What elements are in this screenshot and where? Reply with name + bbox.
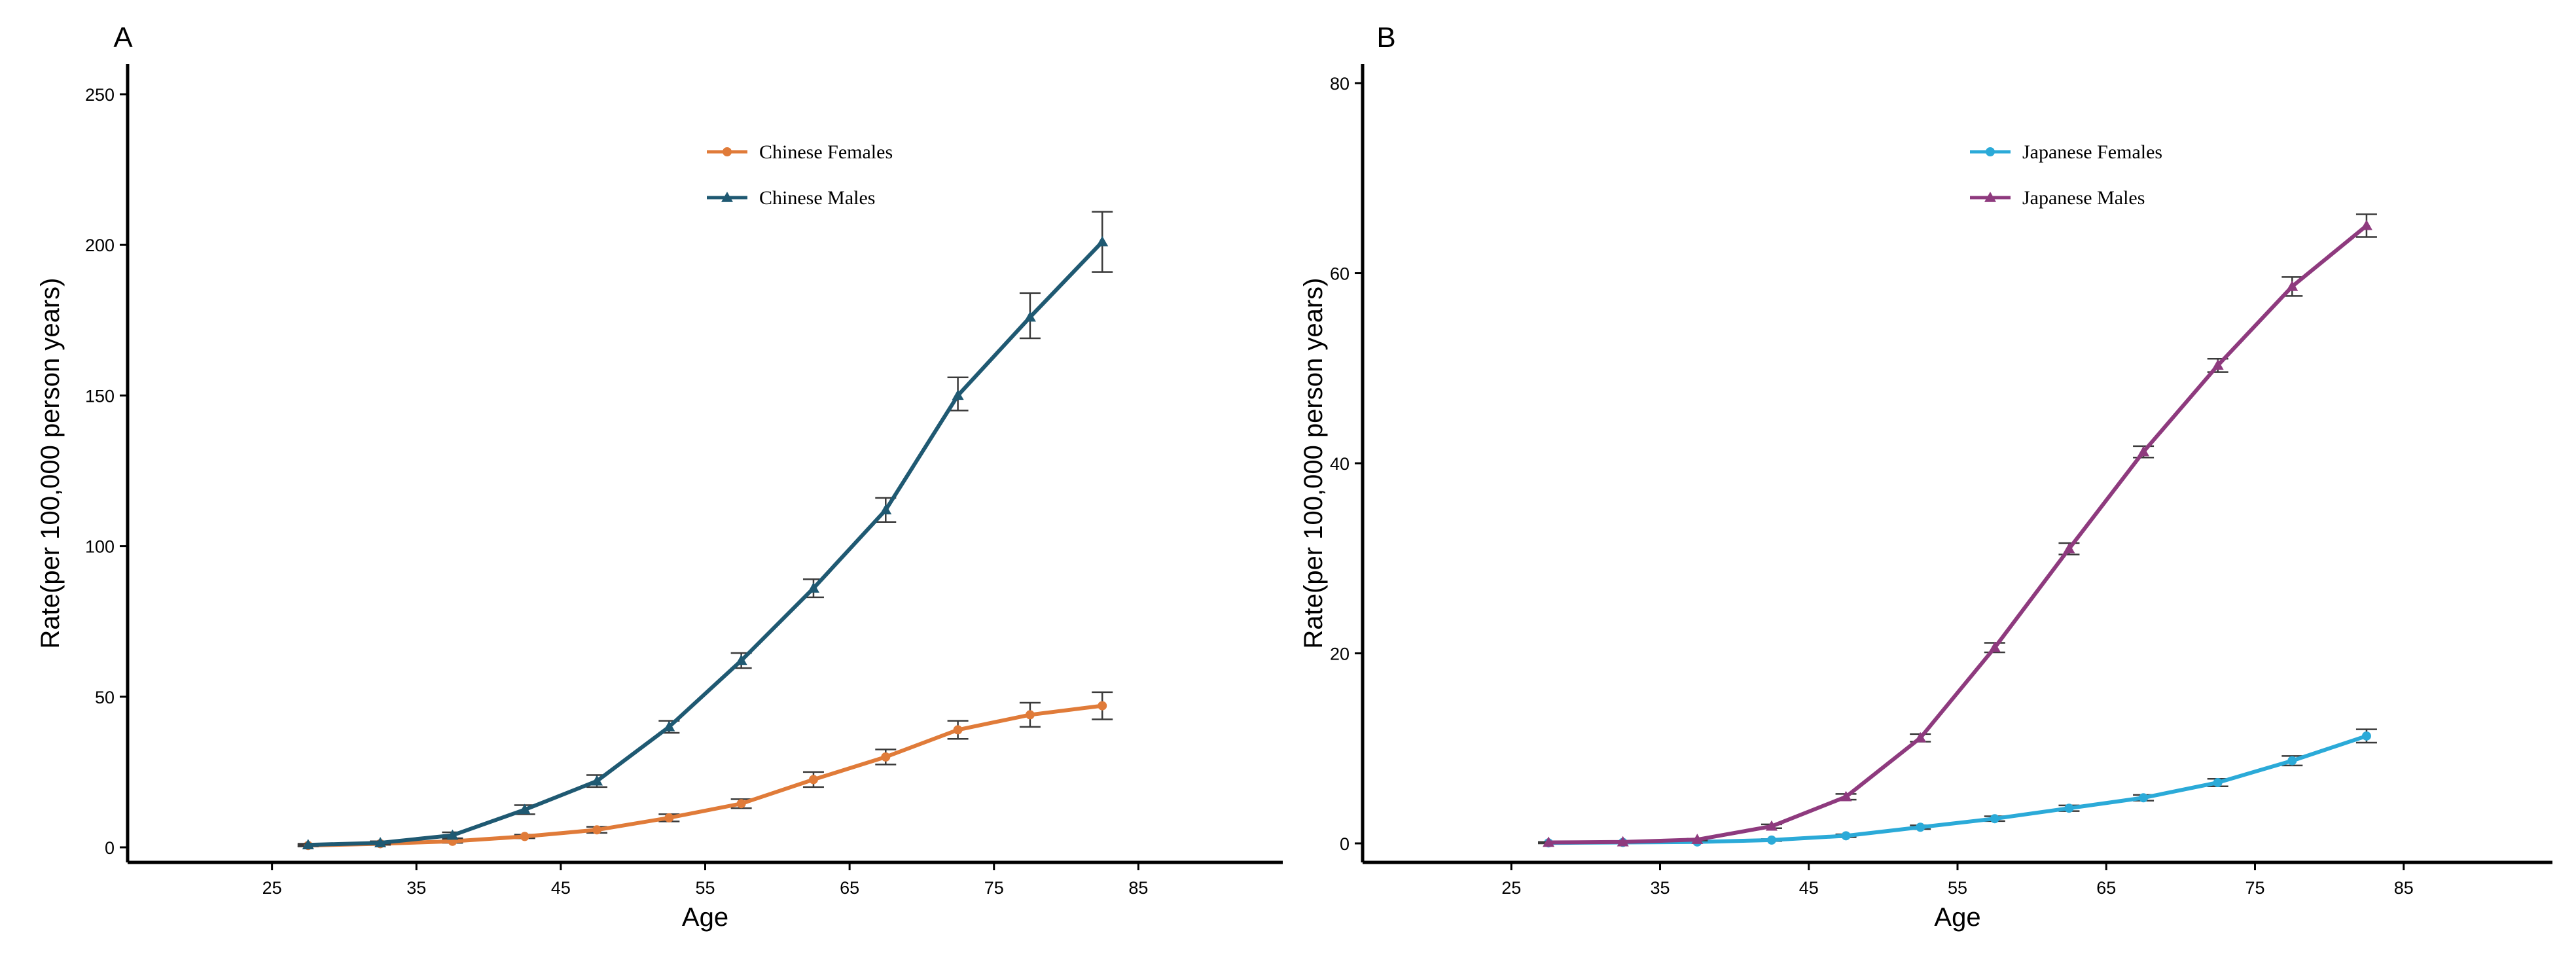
legend-marker [1986, 147, 1995, 156]
series-japanese-males [1538, 213, 2377, 847]
x-tick-label: 45 [1799, 878, 1819, 898]
legend-entry: Chinese Males [707, 187, 875, 209]
legend-label: Chinese Females [759, 141, 893, 163]
y-axis-title: Rate(per 100,000 person years) [36, 278, 65, 649]
x-tick-label: 65 [840, 878, 859, 898]
chart-panel-b: B 0 20 40 60 80 25 35 45 55 65 75 85 Age Rate(per 100,… [1299, 22, 2552, 932]
data-point [1025, 710, 1035, 720]
data-point [1098, 701, 1107, 711]
x-axis-title: Age [682, 903, 728, 932]
data-point [952, 389, 964, 400]
data-point [2139, 793, 2149, 803]
data-point [1990, 814, 1999, 824]
data-point [1840, 790, 1852, 802]
legend-label: Japanese Females [2022, 141, 2162, 163]
y-axis-title: Rate(per 100,000 person years) [1299, 278, 1328, 649]
y-tick-label: 80 [1330, 74, 1350, 94]
panel-label: A [113, 22, 133, 54]
x-tick-label: 25 [262, 878, 282, 898]
data-point [2063, 542, 2075, 554]
data-point [2138, 446, 2150, 457]
x-tick-label: 35 [406, 878, 426, 898]
data-point [2287, 756, 2297, 766]
data-point [663, 720, 675, 732]
data-point [2211, 359, 2224, 370]
series-line [1547, 733, 2369, 845]
data-point [446, 829, 459, 840]
data-point [2064, 804, 2074, 813]
series-chinese-males [297, 211, 1113, 850]
x-tick-label: 45 [551, 878, 571, 898]
legend-entry: Japanese Females [1970, 141, 2162, 163]
data-point [1096, 236, 1109, 247]
data-point [1841, 831, 1851, 841]
data-point [302, 839, 314, 850]
y-tick-label: 100 [85, 537, 115, 557]
data-point [735, 654, 747, 665]
chart-panel-a: A 0 50 100 150 200 250 25 35 45 55 65 75 85 Age Rate(pe… [36, 22, 1283, 932]
data-point [2361, 731, 2371, 741]
data-point [1766, 835, 1776, 845]
y-tick-label: 0 [105, 838, 115, 858]
x-tick-label: 55 [1948, 878, 1967, 898]
x-tick-label: 35 [1650, 878, 1670, 898]
legend-entry: Chinese Females [707, 141, 893, 163]
data-point [953, 725, 963, 735]
y-tick-label: 0 [1340, 834, 1350, 854]
data-point [736, 799, 746, 809]
x-tick-label: 55 [695, 878, 715, 898]
x-axis-title: Age [1934, 903, 1980, 932]
y-tick-label: 60 [1330, 264, 1350, 284]
y-tick-label: 50 [95, 688, 115, 707]
data-point [1024, 311, 1036, 322]
y-tick-label: 150 [85, 386, 115, 406]
data-point [880, 504, 892, 515]
data-point [808, 775, 818, 785]
x-tick-label: 65 [2096, 878, 2116, 898]
data-point [2286, 280, 2299, 291]
data-point [518, 804, 531, 815]
data-point [2360, 219, 2372, 230]
legend-label: Japanese Males [2022, 187, 2145, 209]
series-line [1547, 223, 2369, 845]
data-point [664, 813, 674, 822]
y-tick-label: 20 [1330, 644, 1350, 663]
legend-marker [721, 192, 733, 202]
series-line [306, 703, 1105, 848]
y-tick-label: 40 [1330, 454, 1350, 474]
data-point [1617, 836, 1629, 847]
panel-label: B [1376, 22, 1395, 54]
y-tick-label: 200 [85, 236, 115, 255]
series-line [306, 239, 1105, 847]
series-japanese-females [1538, 728, 2377, 848]
data-point [591, 775, 603, 786]
y-tick-label: 250 [85, 85, 115, 105]
x-tick-label: 75 [2245, 878, 2264, 898]
data-point [1914, 732, 1927, 743]
data-point [1916, 822, 1925, 832]
legend-entry: Japanese Males [1970, 187, 2145, 209]
x-tick-label: 85 [2394, 878, 2414, 898]
data-point [1765, 820, 1778, 831]
legend-marker [1984, 192, 1996, 202]
data-point [2213, 778, 2223, 787]
series-chinese-females [297, 691, 1113, 851]
data-point [374, 837, 387, 847]
data-point [807, 582, 819, 593]
legend-label: Chinese Males [759, 187, 875, 209]
data-point [881, 752, 891, 762]
x-tick-label: 25 [1501, 878, 1521, 898]
x-tick-label: 85 [1128, 878, 1148, 898]
data-point [592, 825, 602, 835]
data-point [1543, 836, 1555, 847]
legend-marker [723, 147, 732, 156]
data-point [1691, 834, 1704, 844]
data-point [1988, 641, 2001, 652]
data-point [520, 832, 529, 841]
x-tick-label: 75 [984, 878, 1004, 898]
